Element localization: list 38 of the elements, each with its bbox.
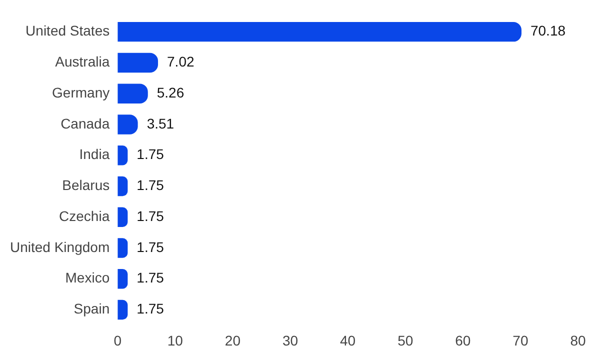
y-tick-label: Mexico xyxy=(65,270,110,286)
bar xyxy=(118,176,128,196)
data-label: 1.75 xyxy=(136,300,164,317)
data-label: 1.75 xyxy=(136,270,164,286)
x-tick-label: 20 xyxy=(224,332,241,348)
bar xyxy=(118,146,128,166)
x-tick-label: 10 xyxy=(167,332,184,348)
x-tick-label: 0 xyxy=(114,332,122,348)
x-tick-label: 40 xyxy=(340,332,356,348)
bar xyxy=(118,22,522,42)
bar xyxy=(118,300,128,320)
data-label: 1.75 xyxy=(136,238,164,255)
y-tick-label: Australia xyxy=(55,54,110,70)
data-label: 1.75 xyxy=(136,208,164,224)
bar xyxy=(118,269,128,289)
bar xyxy=(118,207,128,227)
bar xyxy=(118,84,148,104)
x-tick-label: 80 xyxy=(570,332,586,348)
bar xyxy=(118,52,158,73)
data-label: 1.75 xyxy=(136,146,164,162)
data-label: 7.02 xyxy=(167,54,194,70)
y-tick-label: Canada xyxy=(60,115,110,132)
data-label: 5.26 xyxy=(156,84,184,100)
y-tick-label: United States xyxy=(26,22,110,39)
y-tick-label: Belarus xyxy=(62,177,110,194)
y-tick-label: India xyxy=(79,146,110,162)
data-label: 1.75 xyxy=(136,177,164,194)
y-tick-label: Germany xyxy=(52,84,110,100)
x-tick-label: 60 xyxy=(455,332,471,348)
y-tick-label: Czechia xyxy=(59,208,110,224)
x-tick-label: 50 xyxy=(398,332,414,348)
bar xyxy=(118,238,128,258)
y-tick-label: United Kingdom xyxy=(10,238,110,255)
y-tick-label: Spain xyxy=(74,300,110,317)
x-tick-label: 70 xyxy=(512,332,528,348)
data-label: 3.51 xyxy=(146,115,174,132)
data-label: 70.18 xyxy=(530,22,566,39)
x-tick-label: 30 xyxy=(282,332,298,348)
